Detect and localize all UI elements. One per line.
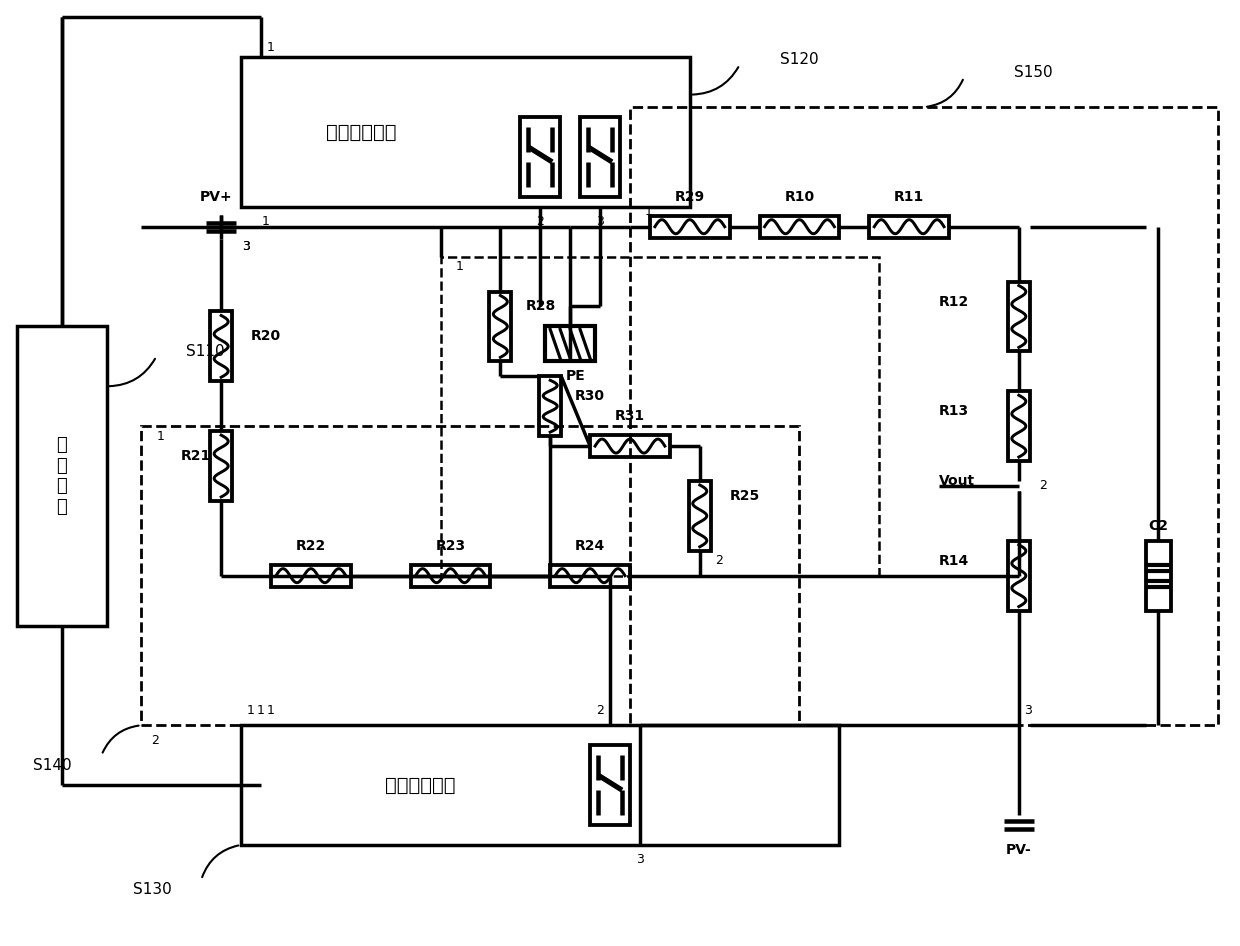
Text: R20: R20 — [250, 329, 281, 343]
Bar — [551, 565, 630, 587]
Text: 1: 1 — [262, 216, 270, 228]
Bar — [440, 256, 879, 576]
Bar — [521, 117, 560, 197]
Text: S140: S140 — [33, 758, 72, 773]
Text: R23: R23 — [435, 539, 465, 552]
Bar — [590, 435, 670, 457]
Text: R22: R22 — [296, 539, 326, 552]
Text: R29: R29 — [675, 190, 704, 203]
Text: 2: 2 — [1039, 480, 1047, 493]
Bar — [1008, 541, 1029, 610]
Text: R21: R21 — [181, 449, 211, 463]
Bar — [241, 57, 689, 207]
Text: 3: 3 — [242, 240, 250, 254]
Bar — [1008, 392, 1029, 461]
Bar — [539, 377, 562, 436]
Bar — [241, 726, 839, 845]
Text: S150: S150 — [1014, 64, 1053, 79]
Text: 3: 3 — [242, 240, 250, 254]
Text: R30: R30 — [575, 389, 605, 403]
Bar — [490, 291, 511, 361]
Text: 第二级继电器: 第二级继电器 — [386, 776, 456, 795]
Text: 3: 3 — [636, 853, 644, 867]
Text: R13: R13 — [939, 404, 968, 418]
Text: 1: 1 — [257, 704, 265, 717]
Bar — [211, 431, 232, 501]
Bar — [141, 426, 800, 726]
Text: R14: R14 — [939, 553, 968, 568]
Text: 主
控
制
板: 主 控 制 板 — [56, 436, 67, 517]
Text: 2: 2 — [151, 734, 159, 746]
Text: 3: 3 — [596, 216, 604, 228]
Text: PE: PE — [565, 369, 585, 383]
Bar — [211, 311, 232, 381]
Text: 2: 2 — [536, 216, 544, 228]
Text: 第一级继电器: 第一级继电器 — [326, 122, 396, 142]
Text: 2: 2 — [596, 704, 604, 717]
Text: 1: 1 — [247, 704, 255, 717]
Text: R10: R10 — [785, 190, 815, 203]
Bar — [580, 117, 620, 197]
Text: PV-: PV- — [1006, 843, 1032, 857]
Text: S110: S110 — [186, 343, 224, 359]
Bar — [590, 745, 630, 825]
Bar — [272, 565, 351, 587]
Text: R24: R24 — [575, 539, 605, 552]
Text: 1: 1 — [645, 205, 652, 219]
Bar — [410, 565, 490, 587]
Bar — [650, 216, 729, 237]
Text: 2: 2 — [714, 554, 723, 568]
Text: 1: 1 — [455, 260, 464, 273]
Text: R28: R28 — [526, 300, 556, 313]
Text: 3: 3 — [1024, 704, 1032, 717]
Bar — [869, 216, 949, 237]
Bar — [1146, 541, 1171, 610]
Text: 1: 1 — [156, 429, 164, 443]
Text: R11: R11 — [894, 190, 924, 203]
Text: R31: R31 — [615, 410, 645, 423]
Text: 1: 1 — [267, 41, 275, 54]
Bar — [1008, 282, 1029, 351]
Text: 1: 1 — [267, 704, 275, 717]
Bar — [760, 216, 839, 237]
Text: S120: S120 — [780, 52, 818, 67]
Text: PV+: PV+ — [200, 190, 233, 203]
Bar — [630, 107, 1218, 726]
Text: C2: C2 — [1148, 518, 1168, 533]
Bar — [17, 326, 107, 625]
Text: R12: R12 — [939, 294, 968, 308]
Text: R25: R25 — [729, 489, 760, 503]
Text: Vout: Vout — [939, 474, 975, 488]
Text: S130: S130 — [133, 883, 171, 897]
Bar — [546, 326, 595, 361]
Bar — [688, 481, 711, 551]
